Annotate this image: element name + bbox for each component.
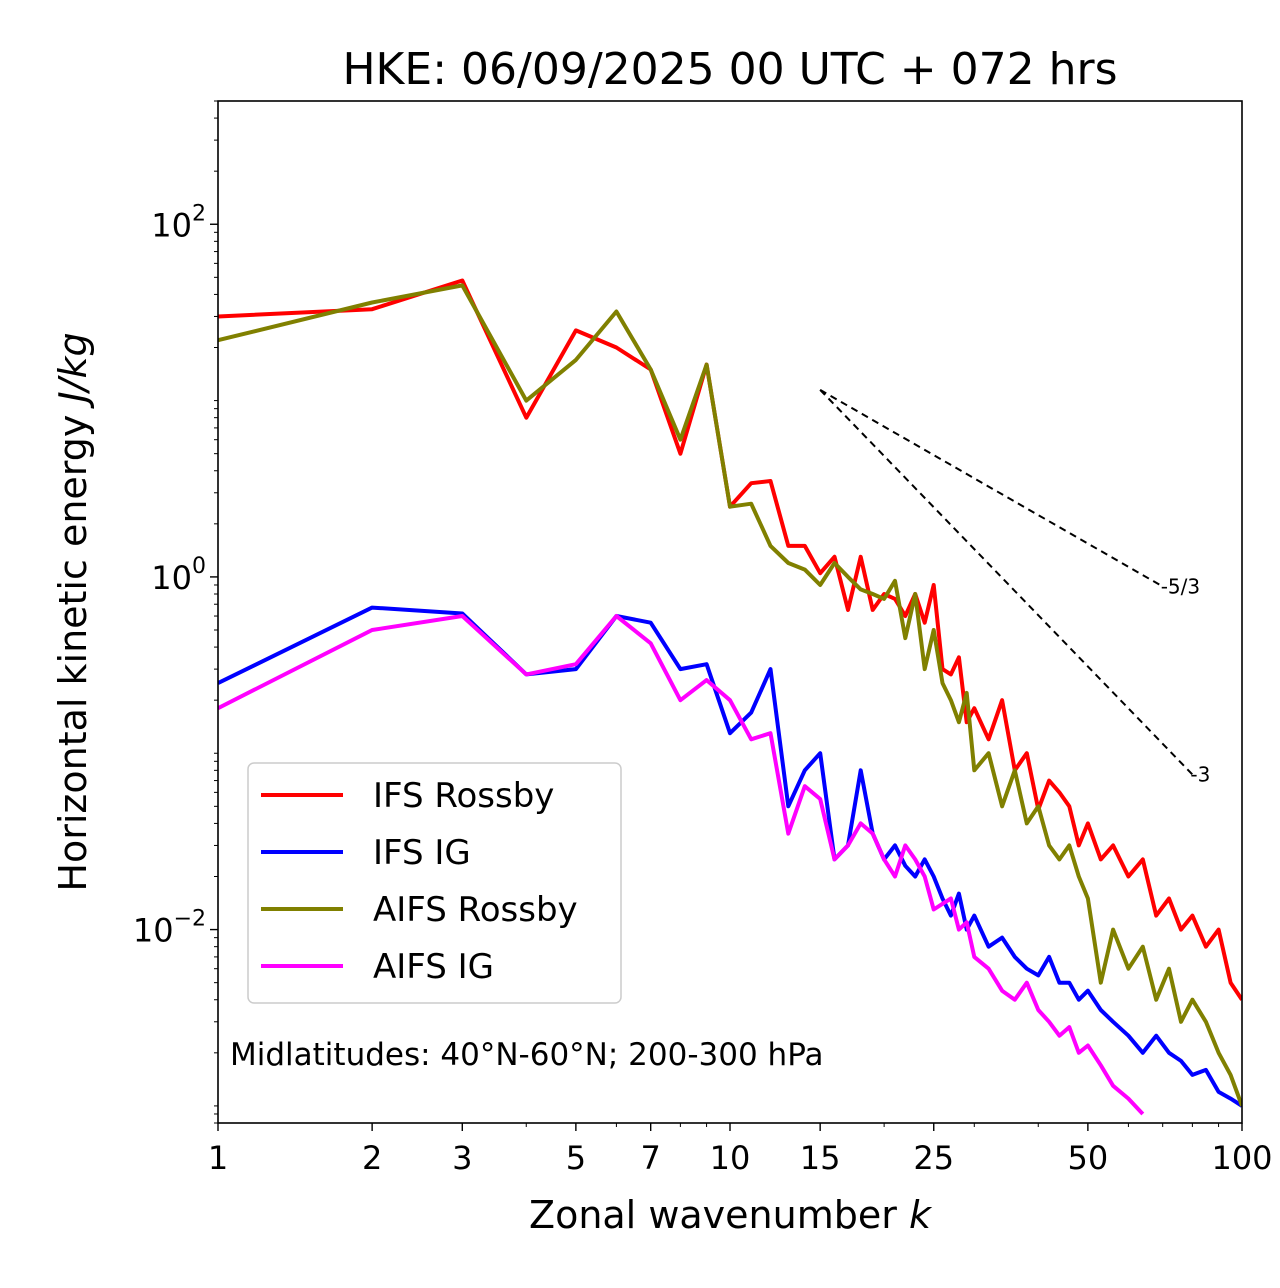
x-tick-labels: 1 2 3 5 7 10 15 25 50 100	[208, 1139, 1273, 1177]
series-line-ifs-ig	[218, 605, 1242, 1108]
plot-frame	[217, 100, 1243, 1124]
x-tick-label: 100	[1211, 1139, 1272, 1177]
series-line-aifs-rossby	[218, 283, 1242, 1107]
region-annotation: Midlatitudes: 40°N-60°N; 200-300 hPa	[230, 1037, 824, 1073]
series-layer	[218, 278, 1242, 1116]
x-axis-label-text: Zonal wavenumber	[529, 1193, 897, 1237]
y-tick-label: 10−2	[133, 907, 206, 950]
x-axis-label-var: k	[909, 1193, 933, 1237]
x-tick-label: 50	[1068, 1139, 1109, 1177]
x-tick-label: 3	[452, 1139, 472, 1177]
legend: IFS Rossby IFS IG AIFS Rossby AIFS IG	[247, 762, 622, 1004]
legend-label: IFS IG	[373, 833, 471, 873]
slope-line-minus5-3	[819, 389, 1164, 588]
chart-title: HKE: 06/09/2025 00 UTC + 072 hrs	[342, 44, 1117, 95]
legend-label: AIFS IG	[373, 947, 494, 987]
x-tick-label: 2	[362, 1139, 382, 1177]
slope-label: -3	[1190, 762, 1210, 786]
x-tick-label: 7	[641, 1139, 661, 1177]
legend-items: IFS Rossby IFS IG AIFS Rossby AIFS IG	[261, 776, 578, 987]
slope-label: -5/3	[1161, 574, 1200, 598]
slope-line-minus3	[819, 389, 1194, 776]
x-tick-label: 1	[208, 1139, 228, 1177]
x-tick-label: 10	[710, 1139, 751, 1177]
y-tick-label: 100	[151, 554, 206, 597]
x-axis-label: Zonal wavenumber k	[529, 1193, 933, 1237]
y-axis-label: Horizontal kinetic energy J/kg	[51, 332, 95, 891]
series-line-aifs-ig	[218, 614, 1145, 1116]
x-tick-label: 25	[913, 1139, 954, 1177]
x-tick-label: 15	[800, 1139, 841, 1177]
legend-label: AIFS Rossby	[373, 890, 578, 930]
reference-slopes: -5/3 -3	[819, 389, 1210, 786]
y-tick-labels: 102 100 10−2	[133, 201, 206, 949]
x-tick-label: 5	[566, 1139, 586, 1177]
y-axis-label-text: Horizontal kinetic energy	[51, 415, 95, 892]
major-ticks	[210, 223, 1243, 1131]
y-axis-label-unit: J/kg	[51, 332, 95, 409]
y-tick-label: 102	[151, 201, 206, 244]
legend-label: IFS Rossby	[373, 776, 554, 816]
legend-frame	[247, 762, 622, 1004]
